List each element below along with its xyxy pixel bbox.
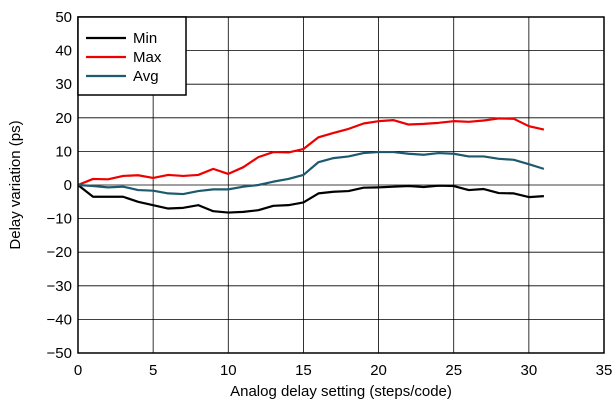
- x-tick-label: 15: [295, 362, 312, 379]
- legend-label-min: Min: [133, 30, 157, 47]
- y-tick-label: 40: [55, 43, 72, 60]
- y-tick-label: 50: [55, 9, 72, 26]
- x-tick-label: 10: [220, 362, 237, 379]
- y-tick-label: −50: [47, 345, 72, 362]
- grid: [78, 17, 604, 353]
- x-tick-label: 5: [149, 362, 157, 379]
- x-tick-label: 0: [74, 362, 82, 379]
- series-line-min: [77, 184, 544, 214]
- legend-label-max: Max: [133, 49, 162, 66]
- series-group: [77, 117, 545, 214]
- y-tick-label: −40: [47, 311, 72, 328]
- legend: Min Max Avg: [77, 16, 187, 96]
- plot-area-frame: [77, 16, 605, 354]
- x-tick-label: 35: [596, 362, 613, 379]
- series-line-max: [77, 117, 545, 187]
- x-tick-label: 30: [521, 362, 538, 379]
- y-tick-label: 10: [55, 143, 72, 160]
- x-tick-label: 25: [445, 362, 462, 379]
- x-tick-label: 20: [370, 362, 387, 379]
- x-axis-title: Analog delay setting (steps/code): [230, 383, 452, 399]
- tick-labels: 0 5 10 15 20 25 30 35 −50 −40 −30 −20 −10 0 10 20 30 40 50: [47, 9, 613, 379]
- y-tick-label: 30: [55, 76, 72, 93]
- y-tick-label: −20: [47, 244, 72, 261]
- y-tick-label: −10: [47, 211, 72, 228]
- y-axis-title: Delay variation (ps): [7, 120, 24, 249]
- legend-label-avg: Avg: [133, 68, 159, 85]
- series-line-avg: [77, 150, 545, 196]
- y-tick-label: −30: [47, 278, 72, 295]
- y-tick-label: 20: [55, 110, 72, 127]
- y-tick-label: 0: [64, 177, 72, 194]
